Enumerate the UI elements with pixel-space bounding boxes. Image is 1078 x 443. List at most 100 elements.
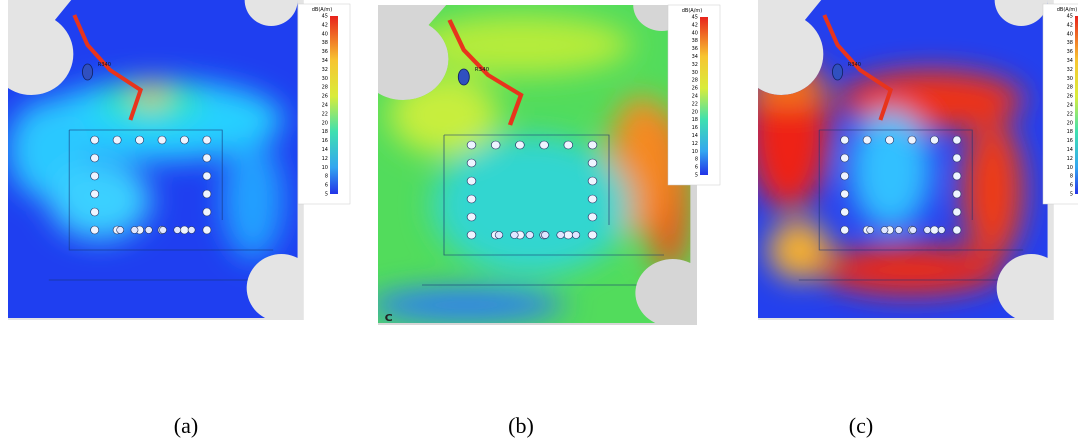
colorbar: dB(A/m)45 42 40 38 36 34 32 30 28 26 24 22 20 18 16 14 1…	[297, 3, 351, 205]
via	[930, 225, 939, 235]
colorbar-tick-label: 36	[1067, 49, 1073, 55]
component	[832, 63, 844, 81]
colorbar-tick-label: 14	[322, 147, 328, 153]
via	[494, 231, 504, 239]
via	[952, 171, 962, 181]
colorbar-tick-label: 14	[1067, 147, 1073, 153]
corner-label: C	[385, 312, 393, 323]
colorbar-tick-label: 18	[1067, 129, 1073, 135]
via	[90, 153, 100, 163]
via	[90, 207, 100, 217]
colorbar-tick-label: 34	[692, 54, 698, 60]
via	[840, 207, 850, 217]
colorbar-tick-label: 26	[692, 86, 698, 92]
via	[180, 225, 189, 235]
colorbar-tick-label: 40	[1067, 31, 1073, 37]
via	[840, 171, 850, 181]
via	[563, 140, 574, 150]
via	[466, 176, 477, 186]
part-label: R340	[848, 62, 861, 68]
colorbar-tick-label: 32	[322, 67, 328, 73]
colorbar-unit: dB(A/m)	[312, 7, 333, 13]
board-outline	[48, 129, 274, 281]
colorbar-tick-label: 6	[695, 165, 698, 171]
caption: (c)	[849, 413, 873, 438]
colorbar-tick-label: 40	[692, 30, 698, 36]
via	[907, 135, 917, 145]
via	[880, 226, 889, 234]
via	[90, 189, 100, 199]
via	[159, 226, 167, 234]
via	[90, 225, 100, 235]
via	[130, 226, 139, 234]
heat-region	[768, 220, 830, 280]
via	[135, 135, 144, 145]
heat-region	[849, 110, 932, 230]
colorbar-tick-label: 8	[325, 174, 328, 180]
colorbar-tick-label: 30	[322, 76, 328, 82]
trace	[822, 14, 894, 121]
heat-region	[222, 140, 284, 260]
via	[466, 212, 477, 222]
via	[466, 230, 477, 240]
via	[952, 135, 962, 145]
colorbar-tick-label: 8	[1070, 174, 1073, 180]
component	[82, 63, 94, 81]
via	[90, 135, 100, 145]
via	[909, 226, 917, 234]
colorbar-tick-label: 20	[322, 120, 328, 126]
trace	[447, 19, 524, 126]
via	[930, 135, 939, 145]
colorbar-tick-label: 34	[1067, 58, 1073, 64]
panel: R340	[8, 0, 304, 320]
via	[466, 140, 477, 150]
colorbar-tick-label: 5	[695, 173, 698, 179]
via	[180, 135, 189, 145]
colorbar-tick-label: 20	[1067, 120, 1073, 126]
colorbar-tick-label: 18	[692, 117, 698, 123]
heat-region	[378, 287, 566, 323]
heat	[758, 50, 1024, 295]
caption: (a)	[174, 413, 198, 438]
via	[952, 189, 962, 199]
colorbar-tick-label: 8	[695, 157, 698, 163]
via	[144, 226, 153, 234]
panel: R340	[758, 0, 1054, 320]
via	[563, 230, 574, 240]
colorbar-tick-label: 42	[1067, 22, 1073, 28]
via	[840, 189, 850, 199]
colorbar-box	[1042, 3, 1078, 205]
colorbar-tick-label: 10	[1067, 165, 1073, 171]
via	[202, 171, 212, 181]
colorbar-tick-label: 24	[1067, 103, 1073, 109]
via	[510, 231, 519, 239]
colorbar-tick-label: 32	[1067, 67, 1073, 73]
colorbar-tick-label: 6	[325, 183, 328, 189]
via	[862, 135, 872, 145]
colorbar-tick-label: 30	[692, 70, 698, 76]
via	[587, 212, 598, 222]
colorbar-box	[297, 3, 351, 205]
via	[116, 226, 125, 234]
heat	[378, 15, 691, 323]
via	[840, 135, 850, 145]
via	[587, 230, 598, 240]
colorbar-tick-label: 12	[322, 156, 328, 162]
colorbar-tick-label: 38	[1067, 40, 1073, 46]
via	[112, 135, 122, 145]
colorbar-tick-label: 5	[1070, 192, 1073, 198]
colorbar-tick-label: 5	[325, 192, 328, 198]
colorbar-gradient	[1075, 16, 1078, 194]
via	[202, 207, 212, 217]
via	[490, 140, 501, 150]
colorbar-tick-label: 30	[1067, 76, 1073, 82]
heat-region	[962, 120, 1024, 260]
colorbar-box	[667, 4, 721, 186]
via	[466, 194, 477, 204]
via	[587, 140, 598, 150]
colorbar-tick-label: 12	[1067, 156, 1073, 162]
colorbar-tick-label: 26	[1067, 94, 1073, 100]
via	[571, 231, 581, 239]
colorbar-tick-label: 42	[692, 22, 698, 28]
field-map	[378, 5, 691, 323]
